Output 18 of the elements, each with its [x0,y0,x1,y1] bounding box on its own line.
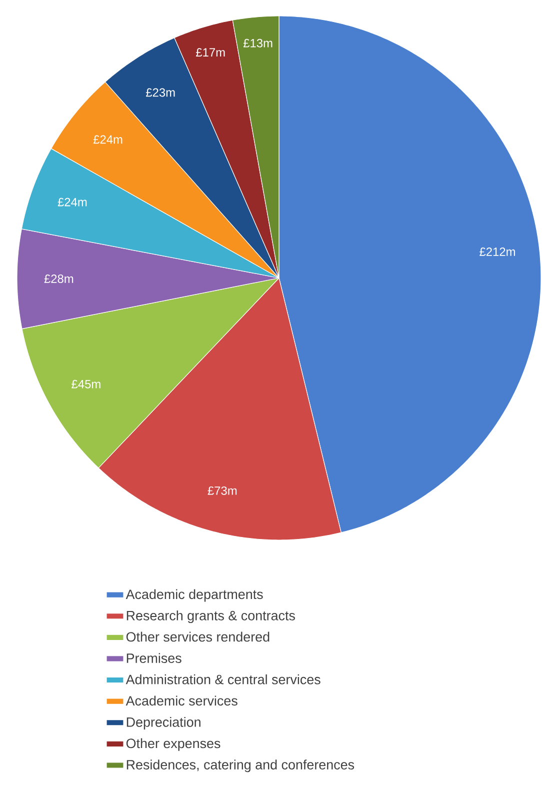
legend-label: Academic departments [126,589,263,602]
legend-label: Other services rendered [126,632,270,642]
legend-label: Depreciation [126,717,200,730]
data-label: £45m [72,380,100,388]
data-label: £73m [208,486,237,495]
legend-label: Research grants & contracts [126,610,295,624]
legend-label: Academic services [126,696,238,706]
data-label: £24m [93,135,122,144]
data-label: £28m [44,274,74,283]
data-label: £24m [58,198,87,206]
legend-label: Residences, catering and conferences [126,760,354,772]
legend-label: Other expenses [126,738,220,751]
data-label: £23m [146,88,175,97]
legend-label: Administration & central services [126,674,320,684]
legend-label: Premises [126,653,182,663]
data-label: £212m [480,248,515,256]
data-label: £17m [196,48,225,57]
data-label: £13m [243,38,272,48]
